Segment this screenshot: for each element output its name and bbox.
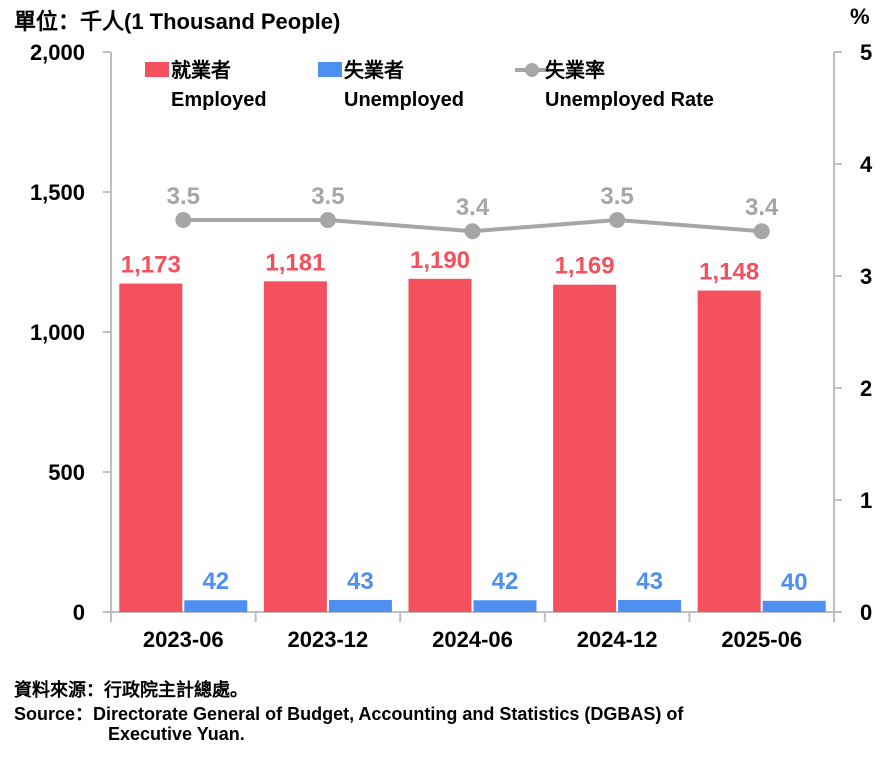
employed-data-label: 1,173 <box>121 252 181 279</box>
chart-legend: 就業者 Employed 失業者 Unemployed 失業率 Unemployed Ra… <box>145 58 714 111</box>
unemployed-bar <box>762 600 826 612</box>
legend-label-en: Unemployed <box>344 89 464 111</box>
employed-bar <box>263 281 327 612</box>
legend-marker-swatch <box>525 63 539 77</box>
unemployed-data-label: 43 <box>347 568 374 595</box>
unemployed-bar <box>473 600 537 612</box>
employed-data-label: 1,181 <box>265 249 325 276</box>
legend-label-zh: 失業率 <box>545 58 605 82</box>
right-tick-label: 4 <box>860 152 873 177</box>
legend-label-zh: 就業者 <box>171 58 231 82</box>
source-en-cont: Executive Yuan. <box>108 724 245 744</box>
left-tick-label: 500 <box>48 460 85 485</box>
rate-data-label: 3.5 <box>311 183 344 210</box>
rate-data-label: 3.5 <box>600 183 633 210</box>
rate-data-label: 3.5 <box>167 183 200 210</box>
right-axis-unit: % <box>850 4 870 29</box>
chart-axes: 0 500 1,000 1,500 2,000 0 1 2 3 4 5 2023-06 2023-12 2… <box>30 40 873 652</box>
rate-marker <box>175 212 192 228</box>
left-tick-label: 1,500 <box>30 180 85 205</box>
employed-bar <box>119 283 183 612</box>
x-tick-label: 2025-06 <box>721 627 802 652</box>
source-en: Source：Directorate General of Budget, Ac… <box>14 704 684 724</box>
unemployed-data-label: 42 <box>202 568 229 595</box>
employed-bar <box>697 290 761 612</box>
left-tick-label: 2,000 <box>30 40 85 65</box>
x-tick-label: 2023-12 <box>288 627 369 652</box>
right-tick-label: 0 <box>860 600 872 625</box>
x-tick-label: 2024-06 <box>432 627 513 652</box>
unemployed-data-label: 42 <box>492 568 519 595</box>
employed-data-label: 1,169 <box>555 253 615 280</box>
employed-bar <box>553 284 617 612</box>
right-tick-label: 3 <box>860 264 872 289</box>
unemployed-bar <box>328 599 392 612</box>
unemployed-data-label: 43 <box>636 568 663 595</box>
rate-data-label: 3.4 <box>745 194 779 221</box>
unemployed-bar <box>184 600 248 612</box>
chart-bars <box>119 278 826 612</box>
left-tick-label: 1,000 <box>30 320 85 345</box>
legend-label-en: Unemployed Rate <box>545 89 714 111</box>
right-tick-label: 5 <box>860 40 872 65</box>
unemployed-data-label: 40 <box>781 569 808 596</box>
rate-marker <box>609 212 626 228</box>
rate-marker <box>464 223 481 240</box>
rate-data-label: 3.4 <box>456 194 490 221</box>
employed-data-label: 1,190 <box>410 247 470 274</box>
employed-data-label: 1,148 <box>699 259 759 286</box>
right-tick-label: 2 <box>860 376 872 401</box>
rate-marker <box>753 223 770 240</box>
legend-swatch <box>145 62 169 77</box>
right-tick-label: 1 <box>860 488 872 513</box>
x-tick-label: 2024-12 <box>577 627 658 652</box>
chart-data-labels: 1,173 42 1,181 43 1,190 42 1,169 43 1,148 40 3.5 3.… <box>121 183 808 596</box>
chart-rate-line <box>175 212 770 240</box>
unit-label: 單位：千人(1 Thousand People) <box>14 9 341 34</box>
combo-chart: 0 500 1,000 1,500 2,000 0 1 2 3 4 5 2023-06 2023-12 2… <box>30 40 873 652</box>
rate-marker <box>319 212 336 228</box>
x-tick-label: 2023-06 <box>143 627 224 652</box>
legend-label-zh: 失業者 <box>344 58 404 82</box>
source-zh: 資料來源：行政院主計總處。 <box>14 680 248 700</box>
employed-bar <box>408 278 472 612</box>
legend-label-en: Employed <box>171 89 267 111</box>
left-tick-label: 0 <box>73 600 85 625</box>
legend-swatch <box>318 62 342 77</box>
unemployed-bar <box>618 599 682 612</box>
